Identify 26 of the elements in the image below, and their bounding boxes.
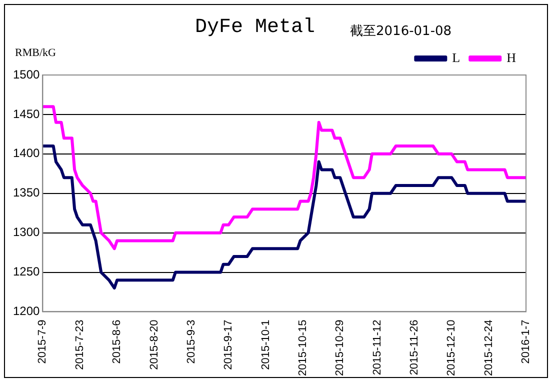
y-tick-label: 1500 [12,67,40,82]
legend-label: L [452,50,460,65]
y-tick-label: 1350 [12,186,40,200]
x-tick-label: 2015-12-24 [482,320,495,376]
x-tick-label: 2015-7-23 [74,320,86,370]
x-tick-label: 2015-10-1 [260,320,272,370]
x-tick-label: 2015-7-9 [36,320,49,364]
x-tick-label: 2015-9-3 [185,320,198,364]
x-tick-label: 2015-8-6 [111,320,124,364]
legend-label: H [506,50,516,65]
chart-subtitle: 截至2016-01-08 [350,23,452,40]
y-tick-label: 1200 [12,304,40,318]
x-tick-label: 2015-12-10 [446,320,458,376]
x-tick-label: 2015-10-15 [296,320,309,376]
chart-title: DyFe Metal [195,16,316,39]
y-tick-label: 1250 [12,264,40,279]
y-tick-label: 1450 [12,106,40,121]
x-tick-label: 2015-8-20 [148,320,160,370]
x-tick-label: 2015-11-26 [408,320,420,376]
y-tick-label: 1300 [12,225,40,240]
x-tick-label: 2015-9-17 [222,320,235,370]
x-tick-label: 2015-10-29 [334,320,346,376]
y-tick-label: 1400 [12,146,40,160]
x-tick-label: 2016-1-7 [520,320,532,364]
x-tick-label: 2015-11-12 [371,320,384,376]
y-axis-title: RMB/kG [15,47,56,59]
